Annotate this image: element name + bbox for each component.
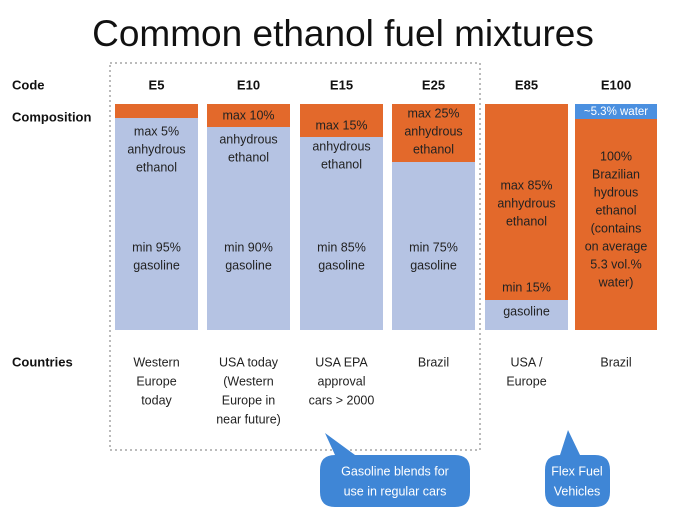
column-code: E15 [330, 77, 353, 92]
country-text: today [141, 393, 172, 407]
column-code: E25 [422, 77, 445, 92]
composition-segment [300, 137, 383, 330]
composition-text: gasoline [133, 258, 180, 272]
callout-shape [320, 433, 470, 507]
composition-text: ethanol [136, 160, 177, 174]
composition-text: anhydrous [497, 196, 555, 210]
country-text: cars > 2000 [309, 393, 375, 407]
column-code: E85 [515, 77, 538, 92]
composition-text: 5.3 vol.% [590, 257, 641, 271]
composition-text: ethanol [321, 157, 362, 171]
title: Common ethanol fuel mixtures [92, 13, 594, 54]
column-code: E5 [149, 77, 165, 92]
composition-text: hydrous [594, 185, 638, 199]
country-text: Europe in [222, 393, 276, 407]
composition-text: min 95% [132, 240, 181, 254]
composition-segment [485, 300, 568, 330]
composition-text: anhydrous [312, 139, 370, 153]
column-code: E100 [601, 77, 631, 92]
gasoline-blends-box [109, 62, 481, 451]
composition-text: (contains [591, 221, 642, 235]
composition-segment [207, 127, 290, 330]
composition-text: anhydrous [219, 132, 277, 146]
composition-segment [207, 104, 290, 127]
composition-text: gasoline [225, 258, 272, 272]
composition-text: 100% [600, 149, 632, 163]
composition-segment [115, 104, 198, 118]
country-text: Brazil [600, 355, 631, 369]
country-text: (Western [223, 374, 274, 388]
country-text: Western [133, 355, 179, 369]
composition-segment [300, 104, 383, 137]
composition-text: ethanol [595, 203, 636, 217]
country-text: USA EPA [315, 355, 368, 369]
composition-segment [575, 104, 657, 119]
composition-text: ethanol [506, 214, 547, 228]
composition-text: gasoline [410, 258, 457, 272]
composition-text: max 5% [134, 124, 179, 138]
composition-segment [485, 104, 568, 300]
callout-text: Flex Fuel [551, 464, 602, 478]
composition-text: min 75% [409, 240, 458, 254]
row-label: Composition [12, 109, 91, 124]
composition-text: max 25% [407, 106, 459, 120]
callout-text: use in regular cars [344, 484, 447, 498]
composition-text: anhydrous [404, 124, 462, 138]
country-text: approval [318, 374, 366, 388]
composition-text: ethanol [228, 150, 269, 164]
composition-text: ~5.3% water [584, 106, 648, 118]
column-code: E10 [237, 77, 260, 92]
country-text: Europe [506, 374, 546, 388]
country-text: near future) [216, 412, 281, 426]
composition-segment [392, 162, 475, 330]
composition-segment [115, 118, 198, 330]
composition-text: gasoline [318, 258, 365, 272]
row-label: Code [12, 77, 45, 92]
country-text: USA today [219, 355, 279, 369]
composition-text: max 15% [315, 118, 367, 132]
country-text: Europe [136, 374, 176, 388]
callout-text: Vehicles [554, 484, 601, 498]
row-label: Countries [12, 354, 73, 369]
composition-text: min 90% [224, 240, 273, 254]
composition-text: Brazilian [592, 167, 640, 181]
composition-text: max 85% [500, 178, 552, 192]
composition-text: water) [598, 275, 634, 289]
composition-text: ethanol [413, 142, 454, 156]
composition-text: anhydrous [127, 142, 185, 156]
composition-text: on average [585, 239, 648, 253]
callout-shape [545, 430, 610, 507]
composition-text: max 10% [222, 108, 274, 122]
composition-text: gasoline [503, 304, 550, 318]
country-text: Brazil [418, 355, 449, 369]
country-text: USA / [511, 355, 543, 369]
composition-text: min 85% [317, 240, 366, 254]
callout-text: Gasoline blends for [341, 464, 449, 478]
composition-text: min 15% [502, 280, 551, 294]
composition-segment [575, 119, 657, 330]
composition-segment [392, 104, 475, 162]
